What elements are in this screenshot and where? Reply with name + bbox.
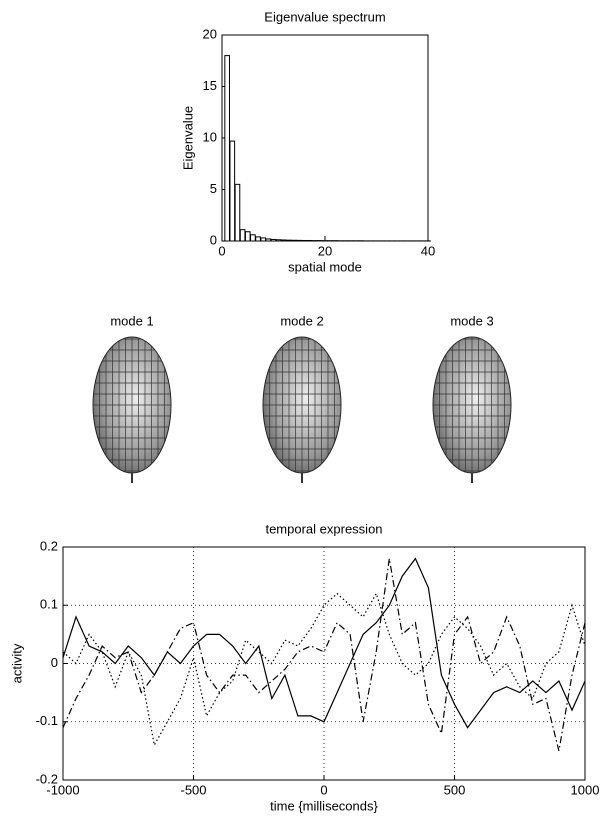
chart-title: temporal expression bbox=[265, 521, 382, 536]
y-tick-label: 10 bbox=[203, 129, 217, 144]
y-axis-label: Eigenvalue bbox=[180, 106, 195, 170]
chart-title: Eigenvalue spectrum bbox=[264, 9, 385, 24]
y-tick-label: -0.1 bbox=[36, 713, 58, 728]
panel-title: mode 1 bbox=[110, 313, 153, 328]
x-tick-label: 500 bbox=[444, 782, 466, 797]
x-tick-label: 20 bbox=[318, 243, 332, 258]
y-axis-label: activity bbox=[9, 643, 24, 683]
bar bbox=[239, 229, 246, 242]
x-tick-label: -500 bbox=[180, 782, 206, 797]
bar bbox=[229, 140, 236, 242]
x-tick-label: 0 bbox=[320, 782, 327, 797]
y-tick-label: 0 bbox=[51, 655, 58, 670]
y-tick-label: 5 bbox=[210, 181, 217, 196]
bar bbox=[224, 55, 230, 242]
bar bbox=[255, 236, 261, 242]
x-tick-label: -1000 bbox=[46, 782, 79, 797]
head-maps bbox=[92, 336, 512, 483]
x-tick-label: 1000 bbox=[571, 782, 600, 797]
plot-frame bbox=[62, 546, 586, 781]
panel-title: mode 3 bbox=[450, 313, 493, 328]
y-tick-label: 20 bbox=[203, 26, 217, 41]
series-line bbox=[62, 557, 586, 729]
x-tick-label: 40 bbox=[421, 243, 435, 258]
x-tick-label: 0 bbox=[218, 243, 225, 258]
series-line bbox=[62, 558, 586, 752]
y-tick-label: 15 bbox=[203, 78, 217, 93]
bar bbox=[250, 234, 256, 242]
y-tick-label: -0.2 bbox=[36, 771, 58, 786]
bar bbox=[244, 231, 251, 242]
y-tick-label: 0 bbox=[210, 232, 217, 247]
plot-frame bbox=[221, 34, 429, 242]
y-tick-label: 0.2 bbox=[40, 538, 58, 553]
bar bbox=[234, 183, 241, 242]
y-tick-label: 0.1 bbox=[40, 597, 58, 612]
panel-title: mode 2 bbox=[280, 313, 323, 328]
x-axis-label: spatial mode bbox=[288, 259, 362, 274]
x-axis-label: time {milliseconds} bbox=[270, 798, 378, 813]
